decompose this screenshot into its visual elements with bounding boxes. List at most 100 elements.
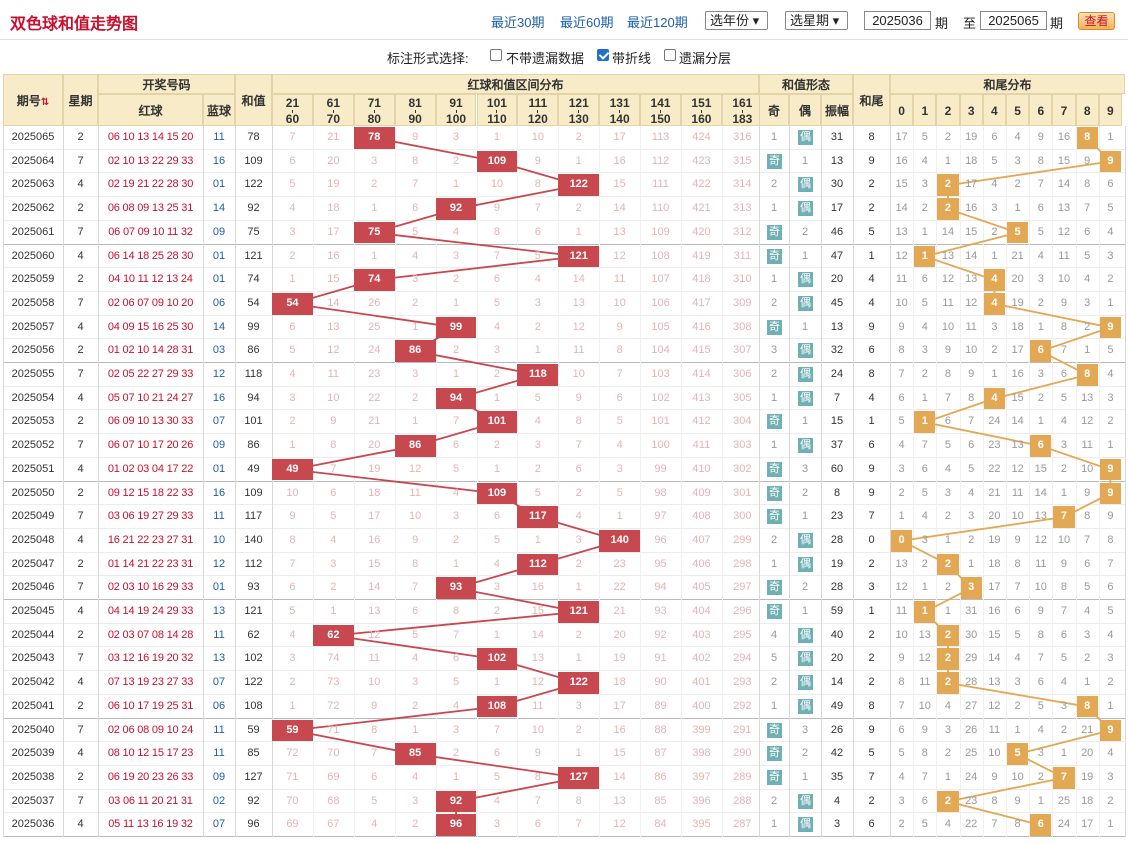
zone-miss-cell: 4 xyxy=(330,533,337,546)
red-balls-cell: 02 05 22 27 29 33 xyxy=(107,368,194,380)
zone-miss-cell: 5 xyxy=(493,296,500,309)
layer-checkbox[interactable] xyxy=(664,49,676,61)
week-cell: 7 xyxy=(77,439,84,452)
zone-miss-cell: 1 xyxy=(452,770,460,783)
weekday-select[interactable]: 选星期 ▾ xyxy=(785,11,848,30)
zone-miss-cell: 418 xyxy=(692,273,711,286)
polyline-checkbox[interactable] xyxy=(597,49,609,61)
tail-cell: 6 xyxy=(868,439,875,452)
range-separator xyxy=(660,110,662,113)
even-miss-cell: 2 xyxy=(801,486,809,499)
tail-miss-cell: 3 xyxy=(921,344,928,357)
range-separator xyxy=(414,110,416,113)
sum-hit-box: 93 xyxy=(435,577,477,599)
zone-miss-cell: 71 xyxy=(286,770,299,783)
red-balls-cell: 03 06 11 20 21 31 xyxy=(108,794,193,807)
query-button[interactable]: 查看 xyxy=(1078,12,1115,30)
tail-miss-cell: 8 xyxy=(968,391,975,404)
tail-miss-cell: 10 xyxy=(1057,533,1071,546)
range-low: 141 xyxy=(650,96,671,110)
zone-miss-cell: 308 xyxy=(733,320,752,333)
zone-miss-cell: 4 xyxy=(575,510,582,523)
even-miss-cell: 1 xyxy=(801,510,809,523)
zone-miss-cell: 1 xyxy=(493,462,500,475)
tail-miss-cell: 6 xyxy=(898,391,905,404)
tail-miss-cell: 28 xyxy=(965,676,978,689)
tail-miss-cell: 4 xyxy=(944,462,952,475)
tail-miss-cell: 3 xyxy=(1107,391,1114,404)
sum-cell: 99 xyxy=(247,320,260,333)
zone-miss-cell: 287 xyxy=(733,818,752,831)
tail-miss-cell: 7 xyxy=(944,391,952,404)
sum-hit-box: 86 xyxy=(394,435,436,457)
weekday-select-label: 选星期 xyxy=(790,13,830,28)
range-60-link[interactable]: 最近60期 xyxy=(560,15,614,30)
tail-miss-cell: 5 xyxy=(921,486,928,499)
range-low: 121 xyxy=(568,96,589,110)
zone-miss-cell: 6 xyxy=(575,462,582,475)
sum-hit-box: 118 xyxy=(517,364,559,386)
tail-miss-cell: 11 xyxy=(895,273,908,286)
tail-hit-box: 6 xyxy=(1030,814,1052,836)
zone-miss-cell: 407 xyxy=(692,533,711,546)
range-low: 161 xyxy=(732,96,753,110)
tail-miss-cell: 3 xyxy=(1060,699,1068,712)
tail-hit-box: 9 xyxy=(1099,719,1121,742)
from-issue-input[interactable]: 2025036 xyxy=(864,11,931,30)
zone-miss-cell: 1 xyxy=(412,415,419,428)
tail-miss-cell: 9 xyxy=(968,368,975,380)
zone-miss-cell: 7 xyxy=(330,462,337,475)
odd-badge: 奇 xyxy=(767,580,782,596)
tail-miss-cell: 5 xyxy=(921,818,928,831)
col-divider xyxy=(1125,126,1126,837)
amp-cell: 32 xyxy=(830,344,844,357)
tail-miss-cell: 8 xyxy=(1014,557,1021,570)
amp-cell: 15 xyxy=(830,415,844,428)
blue-ball-cell: 16 xyxy=(212,486,226,499)
zone-miss-cell: 95 xyxy=(654,557,667,570)
tail-miss-cell: 16 xyxy=(988,605,1001,617)
tail-miss-cell: 21 xyxy=(1011,249,1024,262)
tail-miss-cell: 2 xyxy=(1084,652,1091,665)
period-label-2: 期 xyxy=(1050,16,1064,31)
zone-miss-cell: 5 xyxy=(616,486,623,499)
no-miss-checkbox[interactable] xyxy=(490,49,502,61)
zone-miss-cell: 22 xyxy=(368,391,381,404)
tail-miss-cell: 9 xyxy=(944,344,952,357)
week-cell: 2 xyxy=(77,699,84,712)
blue-ball-cell: 07 xyxy=(212,818,226,831)
tail-miss-cell: 5 xyxy=(1014,628,1021,641)
range-low: 151 xyxy=(691,96,712,110)
sort-icon[interactable]: ⇅ xyxy=(40,97,50,108)
tail-miss-cell: 4 xyxy=(1084,605,1091,617)
to-issue-input[interactable]: 2025065 xyxy=(980,11,1047,30)
sum-hit-box: 74 xyxy=(353,269,395,291)
zone-miss-cell: 99 xyxy=(654,462,667,475)
zone-miss-cell: 3 xyxy=(330,557,337,570)
zone-miss-cell: 1 xyxy=(616,510,623,523)
tail-miss-cell: 12 xyxy=(1034,533,1047,546)
sum-hit-box: 85 xyxy=(394,743,436,765)
zone-miss-cell: 5 xyxy=(289,344,296,357)
col-divider xyxy=(98,126,99,837)
even-badge: 偶 xyxy=(798,177,813,193)
range-high: 160 xyxy=(691,112,712,126)
range-30-link[interactable]: 最近30期 xyxy=(491,15,545,30)
sum-hit-box: 121 xyxy=(558,245,600,268)
tail-miss-cell: 6 xyxy=(1084,557,1091,570)
range-120-link[interactable]: 最近120期 xyxy=(627,15,688,30)
zone-miss-cell: 3 xyxy=(493,581,500,594)
blue-ball-cell: 03 xyxy=(212,344,226,357)
tail-cell: 0 xyxy=(868,533,875,546)
col-divider xyxy=(235,126,236,837)
year-select[interactable]: 选年份 ▾ xyxy=(705,11,768,30)
tail-miss-cell: 12 xyxy=(1081,415,1094,428)
zone-miss-cell: 14 xyxy=(327,296,340,309)
tail-miss-cell: 20 xyxy=(1081,747,1094,760)
red-balls-cell: 06 07 10 17 20 26 xyxy=(107,439,194,452)
tail-miss-cell: 6 xyxy=(991,131,998,143)
sum-cell: 108 xyxy=(244,699,263,712)
zone-miss-cell: 314 xyxy=(733,178,752,191)
sum-cell: 94 xyxy=(247,391,260,404)
tail-cell: 5 xyxy=(868,747,875,760)
